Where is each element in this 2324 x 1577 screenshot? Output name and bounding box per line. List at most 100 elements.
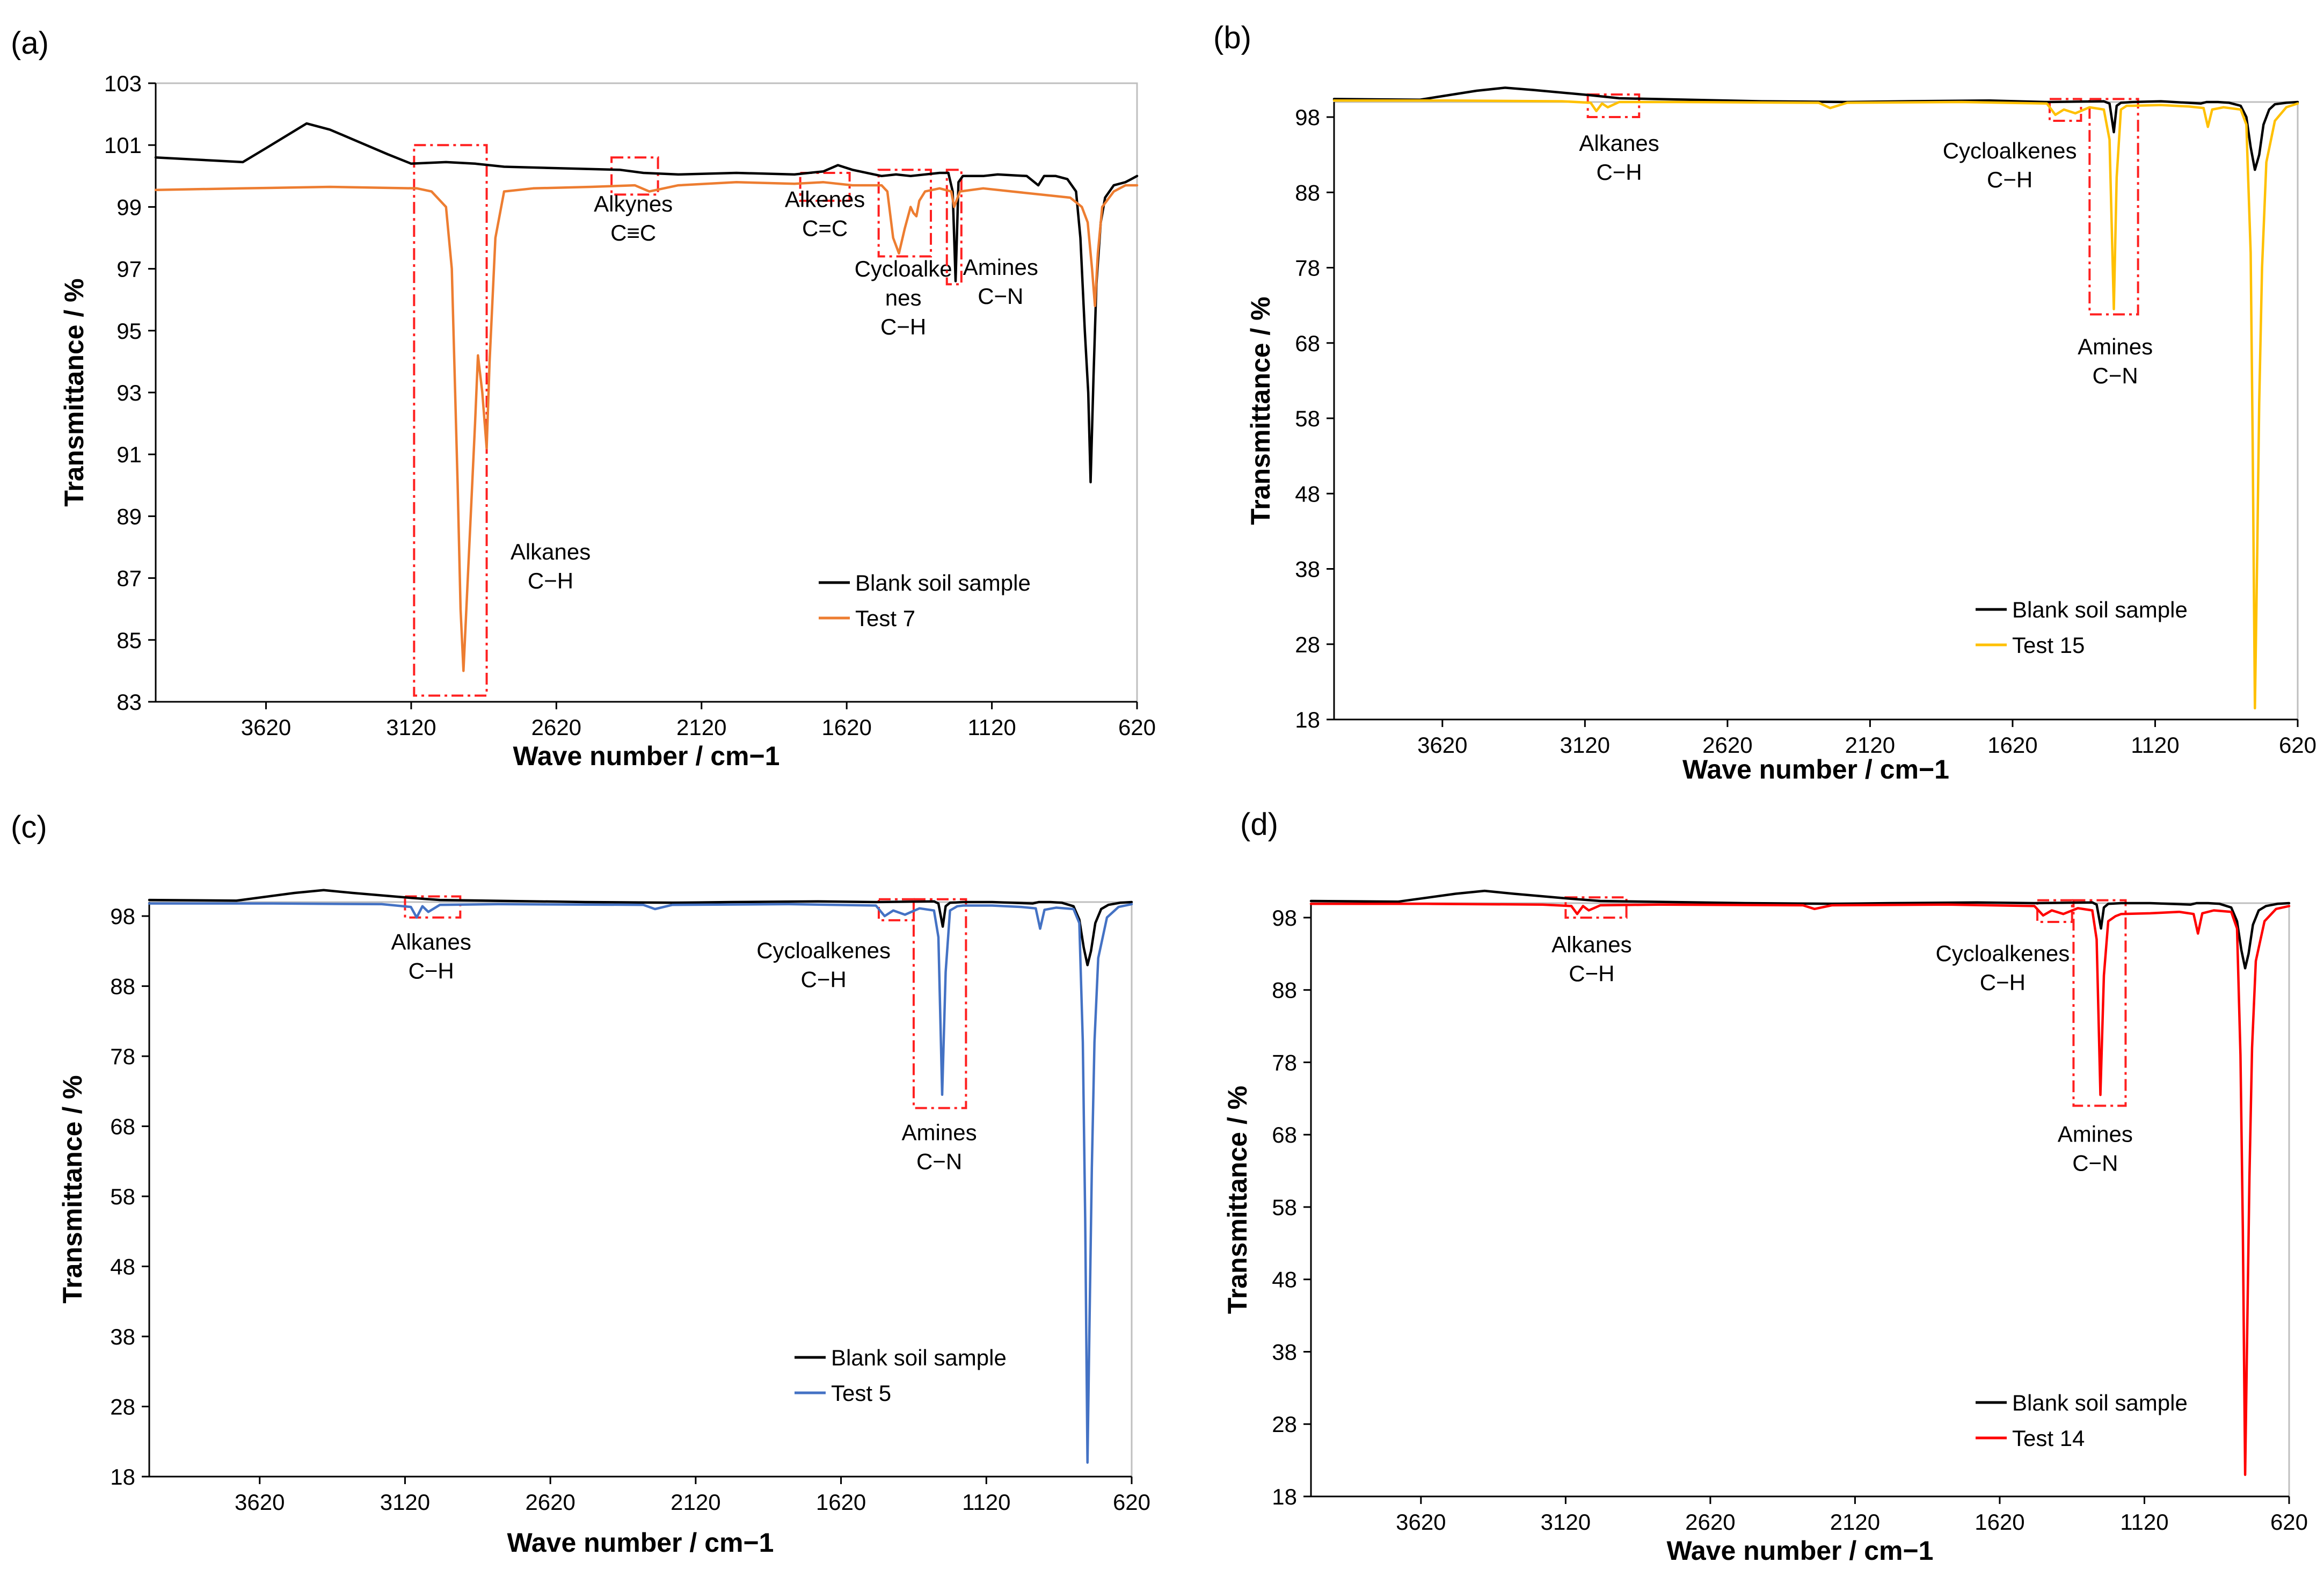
series-line-blank [154, 122, 1139, 484]
y-tick-label: 28 [1295, 632, 1320, 657]
annotation-label: C−H [409, 958, 454, 984]
annotation-label: C−N [2093, 363, 2138, 388]
y-tick-label: 98 [1295, 105, 1320, 130]
panel-label: (b) [1213, 20, 1251, 55]
x-tick-label: 2620 [1685, 1509, 1735, 1535]
x-tick-label: 1120 [2120, 1509, 2168, 1535]
y-tick-label: 38 [1295, 557, 1320, 582]
plot-frame [148, 901, 1133, 1478]
annotation-label: Cycloalkenes [1943, 138, 2077, 163]
y-tick-label: 78 [1272, 1050, 1297, 1075]
annotation-label: C−N [2072, 1151, 2118, 1176]
x-tick-label: 2120 [1830, 1509, 1880, 1535]
y-tick-label: 48 [1295, 481, 1320, 506]
y-tick-label: 38 [110, 1324, 135, 1349]
y-tick-label: 18 [1272, 1484, 1297, 1509]
y-tick-label: 88 [1272, 978, 1297, 1003]
series-line-test [1332, 99, 2299, 710]
annotation-label: C−H [1980, 970, 2026, 995]
panel-label: (a) [11, 26, 49, 61]
series-line-blank [1309, 889, 2291, 970]
annotation-box [799, 172, 851, 202]
y-tick-label: 78 [110, 1044, 135, 1069]
annotation-label: Alkanes [1551, 932, 1631, 957]
y-tick-label: 48 [110, 1254, 135, 1280]
y-axis-title: Transmittance / % [57, 1075, 88, 1303]
y-axis-title: Transmittance / % [59, 278, 89, 506]
annotation-label: Cycloalkenes [1935, 941, 2070, 966]
legend-entry: Blank soil sample [2012, 1390, 2188, 1415]
chart-panel-d: (d) 18 28 38 48 58 68 78 88 98 3620 3120 2620 2120 162… [1222, 807, 2308, 1566]
legend-entry: Test 5 [831, 1380, 891, 1406]
y-tick-label: 68 [1272, 1122, 1297, 1147]
panel-label: (c) [11, 810, 47, 845]
annotation-box [1586, 93, 1641, 119]
annotation-label: C−H [1987, 167, 2032, 192]
annotation-label: Alkanes [511, 539, 591, 564]
x-axis-title: Wave number / cm−1 [513, 741, 780, 771]
chart-panel-a: (a) 83 85 87 89 91 93 95 97 99 101 103 3620 3120 2620 2… [11, 26, 1156, 771]
annotation-label: Alkanes [1579, 130, 1659, 156]
series-line-test [148, 902, 1133, 1464]
annotation-label: C−H [800, 966, 846, 992]
y-tick-label: 98 [1272, 905, 1297, 931]
annotation-box [2048, 98, 2082, 122]
x-tick-label: 3120 [380, 1489, 430, 1515]
x-tick-label: 2120 [676, 715, 726, 740]
y-tick-label: 97 [116, 257, 142, 282]
plot-frame [1333, 101, 2299, 721]
y-tick-label: 91 [116, 442, 142, 467]
x-tick-label: 3120 [1560, 732, 1610, 758]
y-tick-label: 83 [116, 689, 142, 715]
x-tick-label: 2120 [671, 1489, 720, 1515]
x-tick-label: 620 [1118, 715, 1156, 740]
annotation-label: C≡C [610, 220, 656, 245]
x-tick-label: 2120 [1845, 732, 1895, 758]
y-tick-label: 58 [1272, 1195, 1297, 1220]
y-tick-label: 101 [104, 133, 142, 158]
x-tick-label: 1120 [962, 1489, 1010, 1515]
series-line-blank [1332, 86, 2299, 171]
annotation-label: Alkanes [391, 929, 471, 955]
annotation-label: C−H [1569, 961, 1614, 986]
x-tick-label: 620 [1113, 1489, 1150, 1515]
legend-entry: Test 14 [2012, 1426, 2085, 1451]
y-tick-label: 68 [110, 1114, 135, 1139]
annotation-box [2088, 98, 2139, 316]
chart-panel-b: (b) 18 28 38 48 58 68 78 88 98 3620 3120 2620 2120 162… [1213, 20, 2316, 784]
x-tick-label: 3620 [1417, 732, 1467, 758]
y-axis-title: Transmittance / % [1222, 1086, 1252, 1314]
chart-panel-c: (c) 18 28 38 48 58 68 78 88 98 3620 3120 2620 2120 162… [11, 810, 1150, 1558]
annotation-label: Amines [2078, 334, 2153, 359]
annotation-box [945, 169, 963, 286]
annotation-box [2036, 899, 2073, 924]
x-tick-label: 2620 [525, 1489, 575, 1515]
x-tick-label: 3120 [386, 715, 436, 740]
x-axis-title: Wave number / cm−1 [1667, 1536, 1934, 1566]
y-tick-label: 48 [1272, 1267, 1297, 1292]
annotation-label: C−N [916, 1149, 962, 1174]
y-axis-title: Transmittance / % [1245, 296, 1276, 525]
annotation-label: nes [885, 285, 922, 310]
legend-entry: Test 7 [855, 606, 915, 631]
y-tick-label: 18 [1295, 707, 1320, 732]
x-tick-label: 2620 [531, 715, 581, 740]
annotation-box [912, 898, 967, 1109]
y-tick-label: 58 [110, 1184, 135, 1209]
y-tick-label: 18 [110, 1464, 135, 1489]
y-tick-label: 103 [104, 71, 142, 96]
x-tick-label: 3620 [241, 715, 291, 740]
annotation-label: C−H [880, 314, 926, 339]
y-tick-label: 87 [116, 566, 142, 591]
annotation-label: C−H [528, 568, 573, 593]
annotation-label: Cycloalkenes [756, 938, 891, 963]
x-tick-label: 1620 [1987, 732, 2037, 758]
annotation-label: Alkynes [594, 191, 673, 216]
annotation-box [877, 169, 932, 258]
y-tick-label: 78 [1295, 256, 1320, 281]
annotation-box [610, 156, 659, 196]
legend-entry: Test 15 [2012, 633, 2085, 658]
x-axis-title: Wave number / cm−1 [507, 1528, 774, 1558]
x-tick-label: 1120 [967, 715, 1016, 740]
